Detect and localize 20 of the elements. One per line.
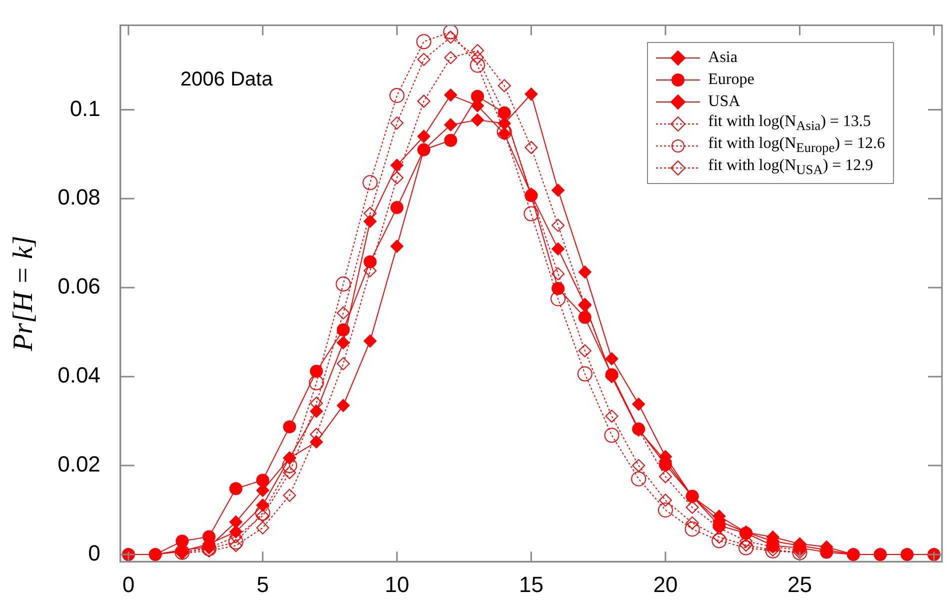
x-tick-label: 5 [256,572,269,597]
y-axis-title: Pr[H = k] [8,236,40,352]
y-tick-label: 0.04 [58,362,100,388]
x-tick-label: 25 [787,572,812,597]
x-tick-label: 10 [384,572,410,597]
x-tick-label: 0 [122,572,135,597]
legend-label: fit with log(N$_{Asia}$) = 13.5 [708,113,871,135]
legend-label: Europe [708,71,754,89]
y-tick-label: 0.02 [58,452,100,477]
y-tick-label: 0.1 [70,96,100,121]
legend-label: Asia [708,49,738,67]
legend-label: USA [708,93,740,111]
x-tick-label: 15 [518,572,544,597]
annotation: 2006 Data [180,68,274,91]
y-tick-label: 0.08 [58,184,100,210]
y-tick-label: 0.06 [58,274,100,299]
x-tick-label: 20 [653,572,678,597]
y-tick-label: 0 [88,540,100,566]
legend-label: fit with log(N$_{Europe}$) = 12.6 [708,135,885,157]
legend-label: fit with log(N$_{USA}$) = 12.9 [708,157,874,179]
